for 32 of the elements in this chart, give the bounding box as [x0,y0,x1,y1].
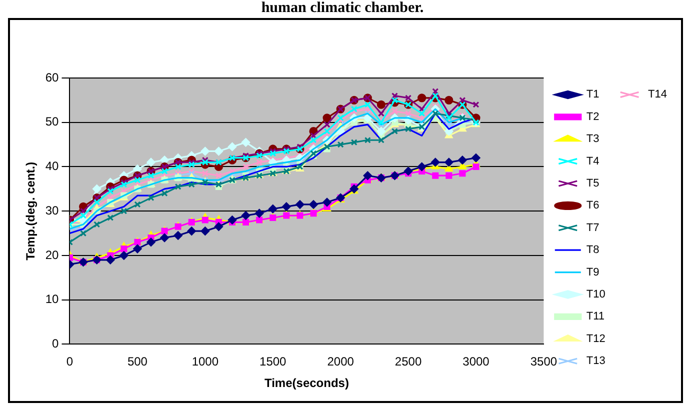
x-tick-label: 3500 [530,354,558,369]
x-tick-label: 0 [66,354,74,369]
legend-label: T6 [586,200,600,212]
legend-label: T4 [586,155,600,168]
legend-label: T9 [586,266,600,278]
x-tick-label: 2500 [394,354,422,369]
legend-label: T5 [586,178,600,190]
legend-label: T7 [586,222,600,234]
legend-label: T11 [586,310,605,323]
legend-label: T2 [586,110,600,123]
y-tick-label: 20 [45,248,60,262]
legend-label: T13 [586,355,606,368]
chart-title: human climatic chamber. [260,0,425,16]
x-tick-label: 3000 [462,354,490,369]
legend-label: T14 [648,88,668,101]
y-tick-label: 0 [52,336,60,351]
y-tick-label: 40 [45,159,60,174]
x-tick-label: 500 [127,354,148,369]
y-tick-label: 60 [45,70,60,84]
x-axis-title: Time(seconds) [264,376,349,390]
legend-label: T12 [586,332,606,345]
x-tick-label: 1500 [260,354,287,369]
legend-label: T1 [586,88,600,101]
legend-label: T8 [586,244,600,256]
x-tick-label: 2000 [327,354,354,369]
x-tick-label: 1000 [192,354,219,369]
y-tick-label: 30 [45,203,60,218]
y-tick-label: 50 [45,114,60,129]
legend-label: T10 [586,288,606,301]
y-tick-label: 10 [45,292,60,306]
legend-label: T3 [586,133,600,146]
y-axis-title: Temp.(deg. cent.) [24,162,38,260]
